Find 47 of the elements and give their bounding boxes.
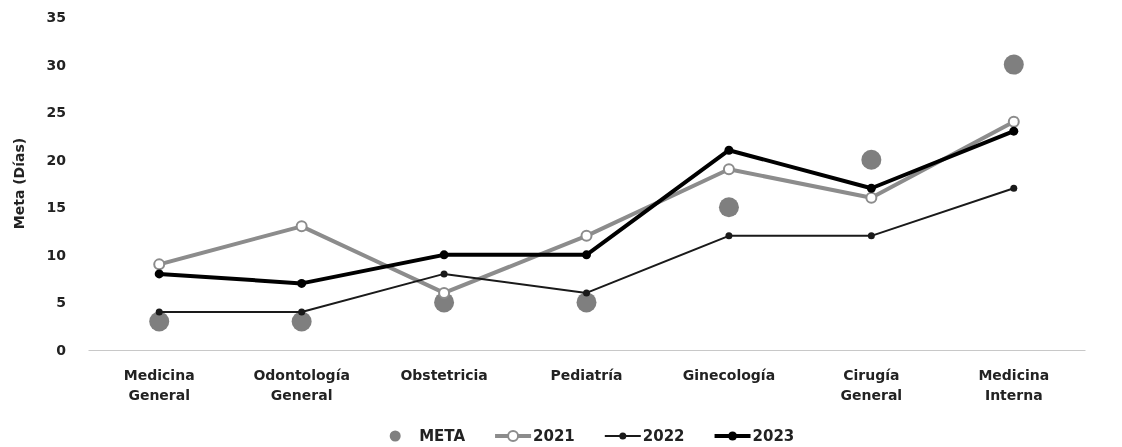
point xyxy=(1009,126,1019,136)
y-tick-label: 25 xyxy=(46,104,66,121)
y-tick-label: 30 xyxy=(46,56,67,73)
point xyxy=(867,232,875,240)
point xyxy=(297,278,307,288)
point xyxy=(1003,54,1024,75)
point xyxy=(718,197,739,218)
point xyxy=(724,145,734,155)
y-tick-label: 5 xyxy=(56,294,66,311)
y-tick-label: 0 xyxy=(56,341,67,358)
point xyxy=(866,183,876,193)
point xyxy=(438,286,451,299)
point xyxy=(298,308,306,316)
y-axis-title: Meta (Días) xyxy=(11,137,27,230)
point xyxy=(295,220,308,233)
legend-label: 2021 xyxy=(533,427,575,445)
x-tick-label: Odontología General xyxy=(253,367,350,403)
point xyxy=(861,149,882,170)
x-tick-label: Medicina General xyxy=(123,367,195,403)
point xyxy=(580,229,593,242)
x-tick-label: Medicina Interna xyxy=(978,367,1050,403)
legend-label: 2022 xyxy=(642,427,685,445)
point xyxy=(722,163,735,176)
point xyxy=(865,191,878,204)
y-tick-label: 15 xyxy=(46,199,66,216)
point xyxy=(291,311,312,332)
y-tick-label: 20 xyxy=(46,151,67,168)
x-tick-label: Pediatría xyxy=(550,367,623,383)
point xyxy=(582,250,591,260)
y-tick-label: 10 xyxy=(46,246,67,263)
point xyxy=(1007,115,1020,128)
x-tick-label: Obstetricia xyxy=(400,367,488,383)
point xyxy=(439,250,449,260)
legend-label: 2023 xyxy=(752,427,795,445)
x-tick-label: Ginecología xyxy=(682,367,776,383)
point xyxy=(153,258,166,271)
legend-label: META xyxy=(419,427,466,445)
point xyxy=(1010,184,1018,192)
point xyxy=(440,270,448,278)
point xyxy=(576,292,597,313)
point xyxy=(154,269,164,279)
point xyxy=(149,311,170,332)
point xyxy=(155,308,163,316)
x-tick-label: Cirugía General xyxy=(840,367,903,403)
y-tick-label: 35 xyxy=(46,8,66,25)
point xyxy=(583,289,590,297)
point xyxy=(725,232,733,240)
